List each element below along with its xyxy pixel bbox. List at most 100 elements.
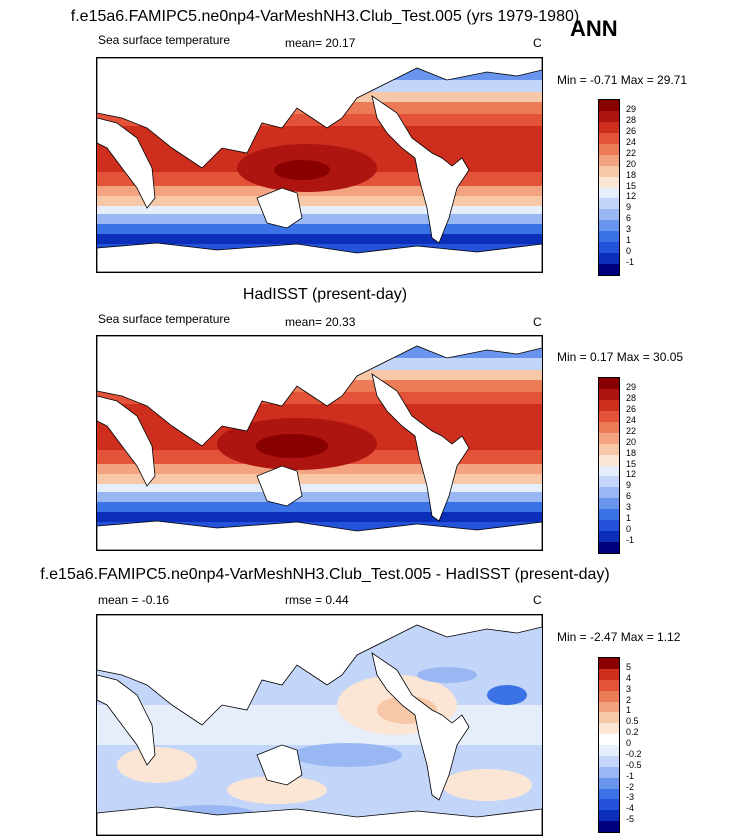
colorbar-swatch: [599, 378, 619, 389]
colorbar-swatch: [599, 388, 619, 400]
colorbar-tick-label: 20: [626, 436, 637, 447]
colorbar-tick-label: 15: [626, 180, 637, 191]
colorbar-tick-label: 29: [626, 381, 637, 392]
colorbar-swatch: [599, 198, 619, 210]
colorbar-tick-label: -1: [626, 770, 635, 781]
colorbar-tick-label: 5: [626, 661, 632, 672]
colorbar-tick-label: 24: [626, 414, 637, 425]
colorbar-swatch: [599, 253, 619, 265]
colorbar-swatch: [599, 531, 619, 543]
panel-1-mean-label: mean= 20.17: [285, 36, 356, 50]
colorbar-swatch: [599, 143, 619, 155]
panel-3-rmse-label: rmse = 0.44: [285, 593, 349, 607]
colorbar-tick-label: 28: [626, 114, 637, 125]
colorbar-tick-label: 2: [626, 694, 632, 705]
colorbar-swatch: [599, 799, 619, 811]
colorbar-swatch: [599, 231, 619, 243]
season-label: ANN: [570, 16, 618, 41]
colorbar-tick-label: -5: [626, 814, 635, 825]
colorbar-tick-label: 0: [626, 246, 632, 257]
colorbar-swatch: [599, 766, 619, 778]
panel-1-map: [96, 57, 543, 273]
colorbar-tick-label: -2: [626, 781, 635, 792]
panel-3-units: C: [533, 593, 542, 607]
colorbar-tick-label: 15: [626, 458, 637, 469]
colorbar-swatch: [599, 723, 619, 735]
colorbar-tick-label: 26: [626, 403, 637, 414]
colorbar-tick-label: 3: [626, 683, 632, 694]
panel-2-units: C: [533, 315, 542, 329]
colorbar-swatch: [599, 220, 619, 232]
colorbar-swatch: [599, 242, 619, 254]
colorbar-tick-label: 22: [626, 147, 637, 158]
colorbar-tick-label: 9: [626, 480, 632, 491]
panel-3-mean-label: mean = -0.16: [98, 593, 170, 607]
colorbar-swatch: [599, 187, 619, 199]
colorbar-swatch: [599, 209, 619, 221]
panel-2-minmax: Min = 0.17 Max = 30.05: [557, 350, 684, 364]
colorbar-tick-label: 0.2: [626, 727, 639, 738]
colorbar-tick-label: 28: [626, 392, 637, 403]
panel-1-units: C: [533, 36, 542, 50]
colorbar-swatch: [599, 465, 619, 477]
colorbar-swatch: [599, 476, 619, 488]
colorbar-swatch: [599, 701, 619, 713]
colorbar-swatch: [599, 100, 619, 111]
colorbar-swatch: [599, 110, 619, 122]
panel-3-map: [96, 614, 543, 836]
colorbar-tick-label: 24: [626, 136, 637, 147]
colorbar-tick-label: -4: [626, 803, 635, 814]
panel-2-map: [96, 335, 543, 551]
colorbar-swatch: [599, 154, 619, 166]
colorbar-swatch: [599, 509, 619, 521]
colorbar-swatch: [599, 443, 619, 455]
colorbar-tick-label: -3: [626, 792, 635, 803]
panel-3-colorbar: [598, 657, 620, 833]
colorbar-swatch: [599, 712, 619, 724]
panel-1-colorbar: [598, 99, 620, 276]
panel-1-title: f.e15a6.FAMIPC5.ne0np4-VarMeshNH3.Club_T…: [70, 8, 580, 25]
panel-2-colorbar: [598, 377, 620, 554]
colorbar-swatch: [599, 487, 619, 499]
panel-3-minmax: Min = -2.47 Max = 1.12: [557, 630, 681, 644]
panel-2-variable-label: Sea surface temperature: [98, 312, 231, 326]
colorbar-swatch: [599, 690, 619, 702]
colorbar-tick-label: 20: [626, 158, 637, 169]
colorbar-tick-label: -0.5: [626, 759, 642, 770]
colorbar-swatch: [599, 498, 619, 510]
colorbar-tick-label: 12: [626, 191, 637, 202]
colorbar-swatch: [599, 658, 619, 669]
colorbar-tick-label: 18: [626, 169, 637, 180]
colorbar-swatch: [599, 668, 619, 680]
colorbar-swatch: [599, 399, 619, 411]
colorbar-tick-label: -0.2: [626, 748, 642, 759]
colorbar-swatch: [599, 810, 619, 822]
panel-1-minmax: Min = -0.71 Max = 29.71: [557, 73, 688, 87]
colorbar-swatch: [599, 520, 619, 532]
colorbar-tick-label: 9: [626, 202, 632, 213]
panel-3-title: f.e15a6.FAMIPC5.ne0np4-VarMeshNH3.Club_T…: [40, 566, 610, 583]
colorbar-swatch: [599, 421, 619, 433]
colorbar-swatch: [599, 432, 619, 444]
colorbar-swatch: [599, 821, 619, 832]
colorbar-swatch: [599, 132, 619, 144]
colorbar-swatch: [599, 264, 619, 275]
colorbar-swatch: [599, 788, 619, 800]
colorbar-swatch: [599, 777, 619, 789]
colorbar-swatch: [599, 176, 619, 188]
colorbar-tick-label: 6: [626, 491, 632, 502]
colorbar-tick-label: 12: [626, 469, 637, 480]
colorbar-tick-label: 0.5: [626, 716, 639, 727]
colorbar-swatch: [599, 734, 619, 745]
colorbar-tick-label: 1: [626, 235, 632, 246]
colorbar-swatch: [599, 410, 619, 422]
panel-2-mean-label: mean= 20.33: [285, 315, 356, 329]
panel-1-variable-label: Sea surface temperature: [98, 33, 231, 47]
colorbar-swatch: [599, 121, 619, 133]
colorbar-swatch: [599, 679, 619, 691]
colorbar-tick-label: 1: [626, 705, 632, 716]
colorbar-swatch: [599, 454, 619, 466]
colorbar-tick-label: 29: [626, 103, 637, 114]
colorbar-tick-label: 1: [626, 513, 632, 524]
colorbar-tick-label: 4: [626, 672, 632, 683]
